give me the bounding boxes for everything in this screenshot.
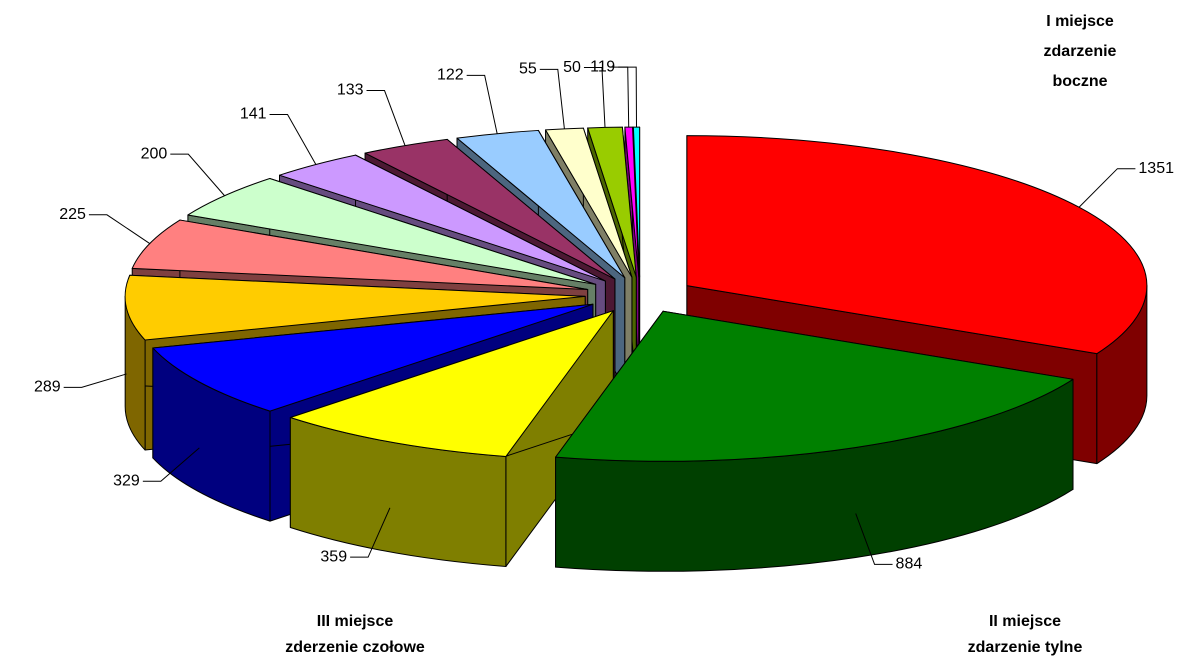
leader-line <box>618 66 637 128</box>
leader-line <box>1078 168 1136 208</box>
annotation-line: II miejsce <box>989 613 1061 630</box>
leader-line <box>366 90 406 146</box>
annotation-line: III miejsce <box>317 613 394 630</box>
leader-line <box>88 214 151 244</box>
annotation: II miejsce zdarzenie tylne <box>968 613 1083 656</box>
leader-line <box>609 66 630 128</box>
slice-top <box>686 135 1148 355</box>
data-label: 141 <box>240 106 267 123</box>
leader-line <box>539 68 565 129</box>
data-label: 200 <box>141 145 168 162</box>
data-label: 289 <box>34 379 61 396</box>
leader-line <box>142 447 200 482</box>
pie <box>124 126 1148 572</box>
annotation-line: zdarzenie <box>1044 43 1117 60</box>
slice-top <box>152 303 594 412</box>
slice-top <box>187 178 597 285</box>
annotation-line: I miejsce <box>1046 13 1114 30</box>
slice-top <box>632 126 641 278</box>
slice-top <box>456 129 626 279</box>
slice-top <box>131 219 589 291</box>
annotation: III miejsce zderzenie czołowe <box>285 613 425 656</box>
leader-line <box>583 67 606 128</box>
data-label: 50 <box>563 59 581 76</box>
leader-line <box>269 114 317 165</box>
leader-line <box>466 74 498 134</box>
data-label: 884 <box>896 556 923 573</box>
slice-top <box>289 310 614 458</box>
data-label: 225 <box>59 206 86 223</box>
leader-line <box>350 507 391 558</box>
data-label: 11 <box>590 58 607 75</box>
leader-line <box>855 513 893 565</box>
annotation-line: zdarzenie tylne <box>968 639 1083 656</box>
slice-top <box>124 274 586 341</box>
data-label: 359 <box>320 548 347 565</box>
slice-top <box>555 310 1074 462</box>
data-label: 55 <box>519 61 537 78</box>
data-label: 1351 <box>1138 160 1174 177</box>
data-label: 329 <box>113 472 140 489</box>
leader-line <box>63 373 127 388</box>
annotation-line: zderzenie czołowe <box>285 639 425 656</box>
data-label: 133 <box>337 82 364 99</box>
annotation: I miejsce zdarzenie boczne <box>1044 13 1117 90</box>
data-label: 122 <box>437 67 464 84</box>
slice-top <box>279 154 606 282</box>
annotation-line: boczne <box>1052 73 1107 90</box>
leader-line <box>170 153 225 197</box>
